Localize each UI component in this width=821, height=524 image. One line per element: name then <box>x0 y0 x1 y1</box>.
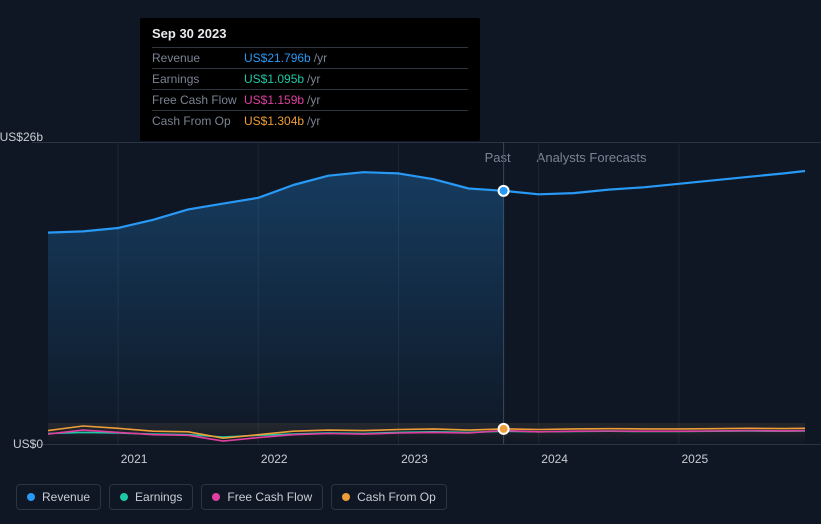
tooltip-label: Cash From Op <box>152 114 244 128</box>
x-axis-label: 2023 <box>401 452 428 466</box>
tooltip-unit: /yr <box>307 93 320 107</box>
x-axis-label: 2024 <box>541 452 568 466</box>
y-axis-label-top: US$26b <box>0 130 43 144</box>
legend: Revenue Earnings Free Cash Flow Cash From O… <box>16 484 447 510</box>
gridline-zero <box>32 444 821 445</box>
tooltip-value: US$1.095b <box>244 72 304 86</box>
tooltip-label: Revenue <box>152 51 244 65</box>
chart-plot[interactable] <box>48 142 805 444</box>
tooltip: Sep 30 2023 RevenueUS$21.796b/yrEarnings… <box>140 18 480 141</box>
tooltip-row: Cash From OpUS$1.304b/yr <box>152 111 468 131</box>
legend-label: Earnings <box>135 490 182 504</box>
tooltip-unit: /yr <box>307 114 320 128</box>
tooltip-row: Free Cash FlowUS$1.159b/yr <box>152 90 468 111</box>
tooltip-label: Earnings <box>152 72 244 86</box>
tooltip-value: US$1.304b <box>244 114 304 128</box>
tooltip-label: Free Cash Flow <box>152 93 244 107</box>
legend-item[interactable]: Cash From Op <box>331 484 447 510</box>
legend-item[interactable]: Free Cash Flow <box>201 484 323 510</box>
legend-dot-icon <box>342 493 350 501</box>
tooltip-title: Sep 30 2023 <box>152 26 468 48</box>
legend-item[interactable]: Earnings <box>109 484 193 510</box>
x-axis-label: 2022 <box>261 452 288 466</box>
legend-dot-icon <box>212 493 220 501</box>
legend-dot-icon <box>27 493 35 501</box>
tooltip-unit: /yr <box>307 72 320 86</box>
x-axis-label: 2025 <box>681 452 708 466</box>
x-axis-label: 2021 <box>121 452 148 466</box>
y-axis-label-zero: US$0 <box>13 437 43 451</box>
tooltip-value: US$1.159b <box>244 93 304 107</box>
tooltip-unit: /yr <box>314 51 327 65</box>
legend-dot-icon <box>120 493 128 501</box>
tooltip-value: US$21.796b <box>244 51 311 65</box>
legend-item[interactable]: Revenue <box>16 484 101 510</box>
tooltip-row: RevenueUS$21.796b/yr <box>152 48 468 69</box>
tooltip-row: EarningsUS$1.095b/yr <box>152 69 468 90</box>
legend-label: Cash From Op <box>357 490 436 504</box>
legend-label: Free Cash Flow <box>227 490 312 504</box>
legend-label: Revenue <box>42 490 90 504</box>
